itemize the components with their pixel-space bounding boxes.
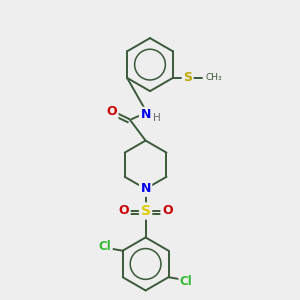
Text: CH₃: CH₃ [205, 74, 222, 82]
Text: O: O [118, 205, 129, 218]
Text: O: O [106, 105, 117, 118]
Text: Cl: Cl [180, 275, 193, 288]
Text: S: S [183, 71, 192, 84]
Text: Cl: Cl [99, 240, 111, 253]
Text: H: H [153, 113, 160, 123]
Text: N: N [140, 182, 151, 195]
Text: O: O [162, 205, 173, 218]
Text: N: N [140, 108, 151, 121]
Text: S: S [141, 204, 151, 218]
